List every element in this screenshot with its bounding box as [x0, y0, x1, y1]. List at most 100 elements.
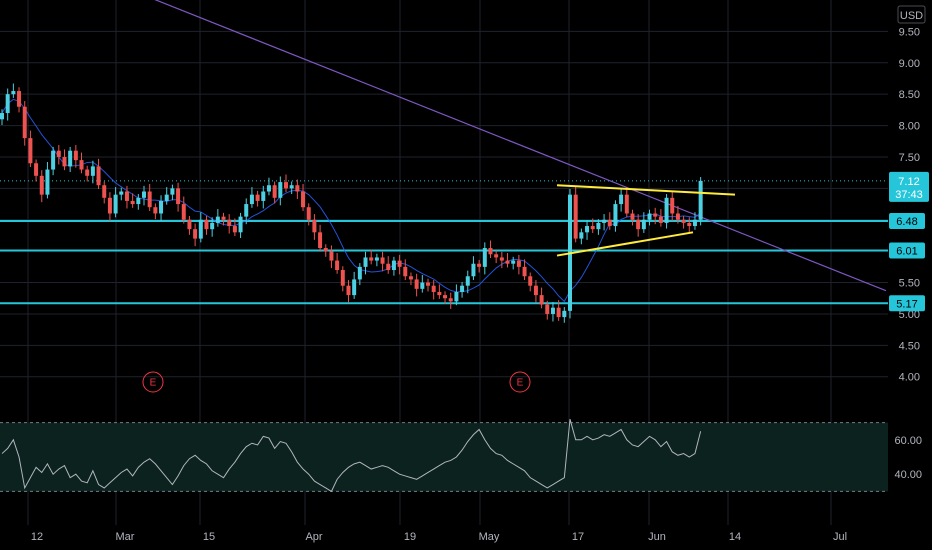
- candle-body: [653, 213, 658, 217]
- price-tag: 6.01: [889, 242, 925, 259]
- candle-body: [426, 282, 430, 286]
- price-axis-tick-label: 8.00: [899, 121, 920, 133]
- candle-body: [346, 285, 351, 296]
- candle: [266, 177, 271, 196]
- candle: [68, 146, 73, 173]
- candle: [426, 278, 430, 292]
- candle: [454, 284, 459, 306]
- rsi-axis[interactable]: 40.00 60.00: [894, 435, 922, 481]
- candle-body: [113, 194, 118, 214]
- candle: [346, 280, 351, 303]
- candle-body: [477, 263, 482, 267]
- candle-body: [227, 219, 232, 227]
- candle: [232, 218, 237, 237]
- candle-body: [335, 260, 340, 270]
- candle: [176, 182, 181, 212]
- candle-body: [619, 194, 624, 205]
- candle: [164, 187, 169, 205]
- price-axis-tick-label: 5.50: [899, 278, 920, 290]
- candle-body: [397, 260, 402, 267]
- candle: [221, 212, 226, 226]
- candle-body: [164, 194, 169, 201]
- candle-body: [153, 207, 158, 214]
- candle-body: [590, 226, 595, 230]
- candle-body: [284, 182, 288, 189]
- price-tag-box: [889, 242, 925, 259]
- price-axis[interactable]: 4.004.505.005.506.006.507.007.508.008.50…: [899, 26, 920, 383]
- candle: [653, 207, 658, 225]
- candle: [255, 190, 260, 207]
- earnings-marker-circle: [142, 371, 164, 393]
- candle-body: [414, 279, 419, 289]
- candle: [181, 196, 186, 224]
- candle: [363, 251, 368, 275]
- candle: [45, 162, 50, 199]
- candle: [102, 181, 107, 204]
- candle-body: [533, 285, 538, 296]
- candle-body: [124, 191, 129, 201]
- candle-body: [244, 204, 249, 217]
- candle: [374, 253, 379, 267]
- candle-body: [329, 251, 334, 261]
- candle-body: [471, 263, 476, 277]
- candle-body: [278, 182, 283, 198]
- candle: [562, 307, 567, 323]
- earnings-marker: E: [509, 371, 531, 393]
- candle-body: [698, 180, 703, 220]
- candle-body: [374, 257, 379, 261]
- candle: [227, 214, 232, 234]
- candle: [130, 193, 135, 208]
- candle: [289, 181, 294, 195]
- candle: [119, 187, 124, 201]
- candle: [528, 272, 533, 292]
- candle-body: [96, 166, 101, 186]
- candle-body: [545, 304, 550, 314]
- candle-body: [159, 200, 164, 214]
- candle: [244, 198, 249, 225]
- rsi-axis-tick-label: 60.00: [894, 435, 922, 447]
- candle: [670, 192, 675, 222]
- candle-body: [602, 219, 607, 223]
- candle: [658, 209, 663, 227]
- price-axis-tick-label: 5.00: [899, 309, 920, 321]
- candle-body: [289, 185, 294, 189]
- candle: [619, 189, 624, 212]
- candle-body: [647, 213, 652, 220]
- candle-body: [403, 266, 408, 277]
- candle-body: [488, 248, 493, 255]
- time-axis[interactable]: 12 Mar 15 Apr 19 May 17 Jun 14 Jul: [31, 531, 847, 543]
- currency-label-text: USD: [900, 10, 923, 22]
- candle: [533, 280, 538, 303]
- candle: [585, 220, 590, 240]
- grid: [0, 0, 888, 525]
- candle: [17, 87, 22, 113]
- candle-body: [522, 266, 527, 277]
- trendline[interactable]: [85, 0, 887, 292]
- candle-body: [528, 276, 533, 286]
- candle-body: [681, 219, 686, 223]
- candle-body: [119, 191, 124, 195]
- candle: [113, 187, 118, 218]
- candle-body: [204, 219, 209, 230]
- candle-body: [369, 257, 374, 261]
- triangle-lower-line[interactable]: [556, 231, 694, 257]
- time-axis-tick-label: 12: [31, 531, 43, 543]
- candle: [107, 192, 112, 222]
- candle: [0, 109, 4, 125]
- candle-body: [357, 266, 362, 280]
- candle-body: [221, 216, 226, 220]
- candle-body: [448, 298, 453, 302]
- currency-label[interactable]: USD: [897, 5, 926, 24]
- candle: [323, 244, 328, 257]
- triangle-upper-line[interactable]: [556, 184, 736, 196]
- candle-body: [232, 226, 237, 233]
- candle: [522, 259, 527, 281]
- candle-body: [636, 219, 641, 230]
- candle: [687, 217, 692, 234]
- candle-body: [550, 307, 555, 314]
- candle: [516, 254, 521, 275]
- price-tag-value: 5.17: [896, 298, 917, 310]
